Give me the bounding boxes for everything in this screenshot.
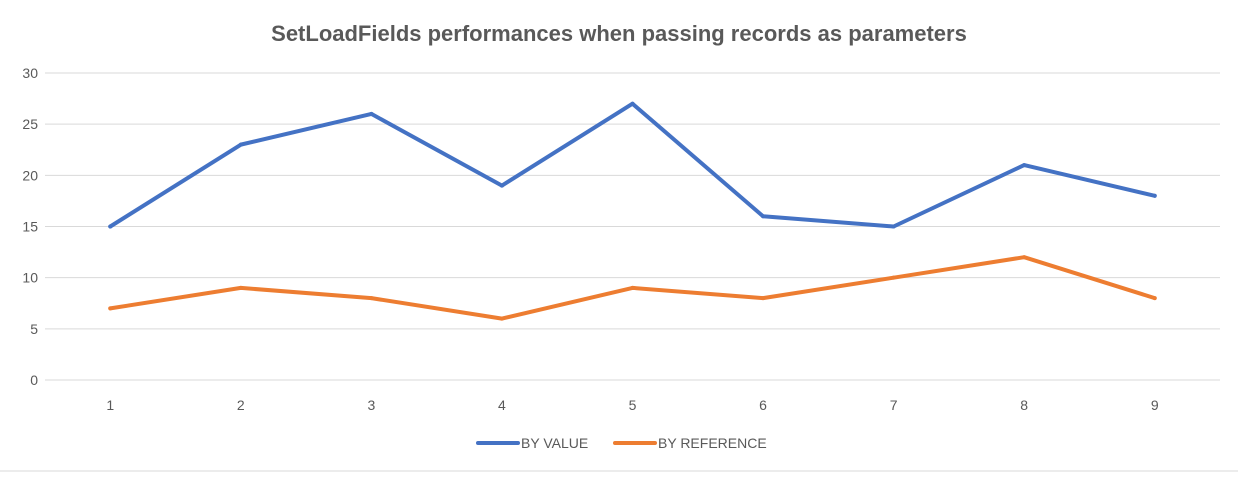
data-point (1022, 163, 1027, 168)
data-point (891, 275, 896, 280)
x-tick-label: 9 (1151, 397, 1159, 413)
x-tick-label: 7 (890, 397, 898, 413)
x-tick-label: 6 (759, 397, 767, 413)
x-tick-label: 1 (106, 397, 114, 413)
y-tick-label: 25 (22, 116, 38, 132)
data-point (1022, 255, 1027, 260)
data-point (238, 285, 243, 290)
data-point (761, 214, 766, 219)
data-point (238, 142, 243, 147)
chart-title: SetLoadFields performances when passing … (271, 21, 967, 46)
x-tick-label: 8 (1020, 397, 1028, 413)
y-tick-label: 15 (22, 219, 38, 235)
data-point (369, 111, 374, 116)
data-point (369, 296, 374, 301)
legend-label: BY VALUE (521, 435, 588, 451)
y-tick-label: 5 (30, 321, 38, 337)
data-point (761, 296, 766, 301)
data-point (108, 224, 113, 229)
data-point (1152, 193, 1157, 198)
legend-label: BY REFERENCE (658, 435, 767, 451)
data-point (499, 183, 504, 188)
x-tick-label: 2 (237, 397, 245, 413)
data-point (1152, 296, 1157, 301)
data-point (108, 306, 113, 311)
data-point (499, 316, 504, 321)
y-tick-label: 0 (30, 372, 38, 388)
y-tick-label: 10 (22, 270, 38, 286)
x-tick-label: 5 (629, 397, 637, 413)
y-tick-label: 30 (22, 65, 38, 81)
data-point (630, 101, 635, 106)
x-tick-label: 3 (367, 397, 375, 413)
series-line-by-value (108, 101, 1157, 229)
x-tick-label: 4 (498, 397, 506, 413)
data-point (630, 285, 635, 290)
y-tick-label: 20 (22, 167, 38, 183)
data-point (891, 224, 896, 229)
